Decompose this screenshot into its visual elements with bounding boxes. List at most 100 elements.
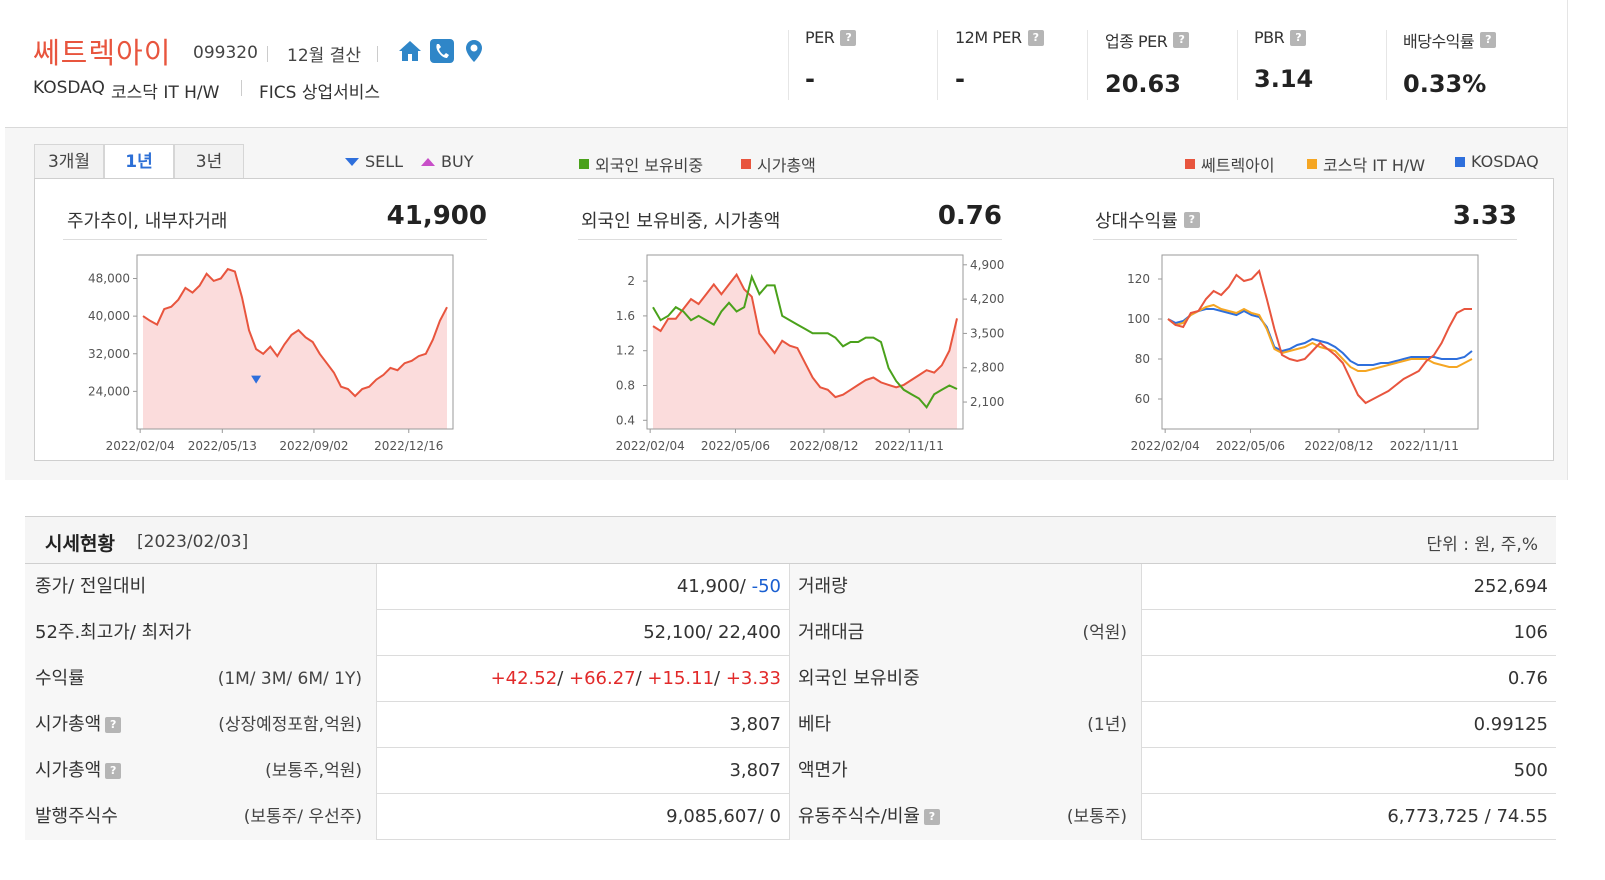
help-icon[interactable]: ? <box>1027 29 1044 46</box>
label-sub: (보통주/ 우선주) <box>243 807 362 827</box>
legend-kosdaq: KOSDAQ <box>1455 152 1539 171</box>
help-icon[interactable]: ? <box>105 717 122 733</box>
tab-3y[interactable]: 3년 <box>174 144 244 178</box>
y-tick-label-right: 2,100 <box>970 395 1004 409</box>
legend-label: BUY <box>441 152 474 171</box>
company-return-line <box>1167 269 1472 405</box>
return-6m: +15.11 <box>647 668 715 689</box>
y-tick-label-left: 0.4 <box>616 413 635 427</box>
table-row: 52주.최고가/ 최저가 52,100/ 22,400 거래대금 (억원) 106 <box>25 610 1556 656</box>
row-value: 0.99125 <box>1473 714 1548 735</box>
return-3m: +66.27 <box>568 668 636 689</box>
title-main: 외국인 보유비중 <box>581 211 703 232</box>
plot-frame <box>646 254 964 430</box>
x-tick-label: 2022/05/06 <box>701 439 770 453</box>
return-1m: +42.52 <box>490 668 558 689</box>
title-main: 상대수익률 <box>1095 211 1178 232</box>
y-tick-label-left: 1.6 <box>616 309 635 323</box>
label-text: 시가총액 <box>35 714 102 735</box>
company-header: 쎄트렉아이 099320 12월 결산 KOSDAQ 코스닥 IT H/W FI… <box>5 0 1568 128</box>
metric-label: 배당수익률 <box>1403 32 1475 51</box>
metric-label: PER <box>805 28 835 47</box>
metric-value: 0.33% <box>1403 70 1487 98</box>
label-text: 52주.최고가/ 최저가 <box>35 622 192 643</box>
legend-swatch <box>1185 159 1195 169</box>
foreign-chart[interactable]: 0.4 0.8 1.2 1.6 2 2,100 2,800 3,500 4,200 4,900 20… <box>575 241 1015 461</box>
row-label: 베타 (1년) <box>790 702 1142 748</box>
y-tick-label-left: 0.8 <box>616 379 635 393</box>
divider <box>1093 239 1517 240</box>
row-value: 41,900/ -50 <box>377 564 790 610</box>
metric-value: 3.14 <box>1254 65 1314 93</box>
label-text: 베타 <box>798 714 832 735</box>
row-label: 시가총액? (상장예정포함,억원) <box>25 702 377 748</box>
label-text: 시가총액 <box>35 760 102 781</box>
divider <box>578 239 1002 240</box>
help-icon[interactable]: ? <box>1183 212 1200 228</box>
table-row: 종가/ 전일대비 41,900/ -50 거래량 252,694 <box>25 564 1556 610</box>
divider <box>241 80 242 96</box>
legend-buy: BUY <box>421 152 473 171</box>
divider <box>267 46 268 62</box>
relative-chart[interactable]: 60 80 100 120 2022/02/04 2022/05/06 2022/08/12… <box>1090 241 1530 461</box>
x-tick-label: 2022/08/12 <box>789 439 858 453</box>
help-icon[interactable]: ? <box>1290 29 1307 46</box>
phone-icon[interactable] <box>429 38 455 64</box>
metric-per: PER? - <box>805 28 857 93</box>
buy-triangle-icon <box>421 157 435 166</box>
x-tick-label: 2022/11/11 <box>1390 439 1459 453</box>
y-tick-label: 40,000 <box>88 309 130 323</box>
home-icon[interactable] <box>397 38 423 64</box>
x-tick-label: 2022/12/16 <box>374 439 443 453</box>
x-tick-label: 2022/08/12 <box>1304 439 1373 453</box>
location-icon[interactable] <box>461 38 487 64</box>
divider <box>63 239 487 240</box>
fiscal-period: 12월 결산 <box>287 46 361 66</box>
row-value: 9,085,607/ 0 <box>377 794 790 840</box>
row-label: 거래대금 (억원) <box>790 610 1142 656</box>
x-tick-label: 2022/02/04 <box>1131 439 1200 453</box>
help-icon[interactable]: ? <box>105 763 122 779</box>
title-sub: , 내부자거래 <box>133 211 228 232</box>
label-sub: (상장예정포함,억원) <box>218 715 362 735</box>
sector-return-line <box>1167 303 1473 372</box>
mcap-line <box>652 272 958 399</box>
table-date: [2023/02/03] <box>137 532 249 552</box>
row-value: 0.76 <box>1507 668 1548 689</box>
metric-value: 20.63 <box>1105 70 1181 98</box>
help-icon[interactable]: ? <box>923 809 940 825</box>
metric-pbr: PBR? 3.14 <box>1254 28 1313 93</box>
tab-3m[interactable]: 3개월 <box>34 144 104 178</box>
legend-label: 시가총액 <box>757 156 816 175</box>
help-icon[interactable]: ? <box>1480 32 1497 48</box>
price-line <box>142 267 448 398</box>
metric-dividend-yield: 배당수익률? 0.33% <box>1403 28 1497 98</box>
row-label: 52주.최고가/ 최저가 <box>25 610 377 656</box>
sell-marker <box>251 375 262 384</box>
table-title: 시세현황 <box>45 533 115 555</box>
row-value: 106 <box>1513 622 1548 643</box>
help-icon[interactable]: ? <box>1173 32 1190 48</box>
fics-label: FICS 상업서비스 <box>259 83 381 103</box>
x-tick-label: 2022/09/02 <box>279 439 348 453</box>
row-label: 시가총액? (보통주,억원) <box>25 748 377 794</box>
label-sub: (보통주) <box>1066 807 1127 827</box>
x-tick-label: 2022/05/13 <box>188 439 257 453</box>
legend-sector-index: 코스닥 IT H/W <box>1307 152 1425 176</box>
help-icon[interactable]: ? <box>840 29 857 46</box>
row-label: 거래량 <box>790 564 1142 610</box>
legend-label: 외국인 보유비중 <box>595 156 704 175</box>
price-chart[interactable]: 24,000 32,000 40,000 48,000 2022/02/04 2022/0… <box>65 241 505 461</box>
foreign-ownership-line <box>652 273 958 410</box>
label-sub: (1M/ 3M/ 6M/ 1Y) <box>217 669 362 689</box>
legend-sell: SELL <box>345 152 403 171</box>
tab-1y[interactable]: 1년 <box>104 144 174 179</box>
y-tick-label-right: 4,900 <box>970 258 1004 272</box>
x-tick-label: 2022/02/04 <box>106 439 175 453</box>
divider <box>1237 30 1238 100</box>
foreign-chart-title: 외국인 보유비중, 시가총액 <box>581 207 780 233</box>
chart-box: 주가추이, 내부자거래 41,900 24,000 32,000 40,000 48,… <box>34 178 1554 461</box>
row-label: 액면가 <box>790 748 1142 794</box>
label-text: 유동주식수/비율 <box>798 806 920 827</box>
legend-company: 쎄트렉아이 <box>1185 152 1275 176</box>
